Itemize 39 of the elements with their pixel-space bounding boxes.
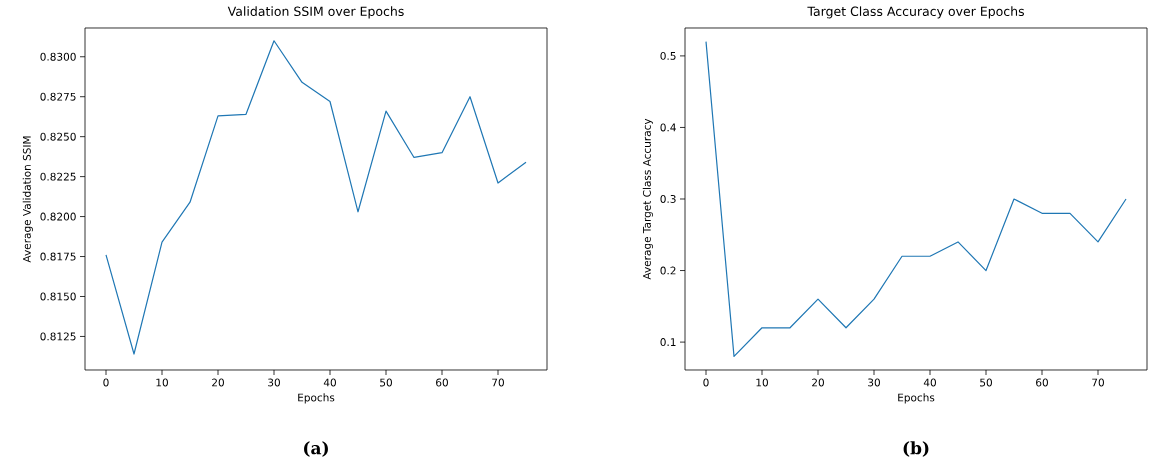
y-tick-label: 0.8125 [40,332,76,341]
text: (b) [903,441,929,457]
x-tick-label: 30 [868,378,880,387]
x-tick-label: 10 [756,378,768,387]
x-tick-label: 70 [492,378,504,387]
y-tick-label: 0.8275 [40,92,76,101]
x-tick-label: 60 [1036,378,1048,387]
line-series [105,40,527,355]
chart-title: Target Class Accuracy over Epochs [807,6,1024,19]
y-tick-label: 0.8250 [40,132,76,141]
x-axis-title: Epochs [298,393,335,404]
y-tick-label: 0.3 [660,195,676,203]
x-tick-label: 60 [436,378,448,387]
y-tick-label: 0.8200 [40,212,76,221]
x-tick-label: 30 [268,378,280,387]
x-axis-title: Epochs [898,393,935,404]
x-tick-label: 20 [212,378,224,387]
x-tick-label: 20 [812,378,824,387]
x-tick-label: 0 [103,378,109,387]
y-tick-label: 0.4 [660,123,676,132]
y-tick-label: 0.8150 [40,292,76,301]
line-series [705,40,1127,357]
x-tick-label: 40 [323,378,336,387]
y-tick-label: 0.8175 [40,252,76,261]
x-tick-label: 10 [156,378,168,387]
x-tick-label: 0 [703,378,709,387]
y-axis-title: Average Validation SSIM [22,136,33,263]
y-tick-label: 0.8300 [40,52,76,61]
y-tick-label: 0.8225 [40,172,76,181]
y-axis-title: Average Target Class Accuracy [642,118,653,280]
y-tick-label: 0.1 [660,338,676,347]
y-tick-label: 0.2 [660,266,676,275]
text: (a) [304,441,328,457]
y-tick-label: 0.5 [660,51,676,60]
x-tick-label: 70 [1092,378,1104,387]
chart-title: Validation SSIM over Epochs [227,6,404,19]
x-tick-label: 40 [923,378,936,387]
x-tick-label: 50 [380,378,392,387]
x-tick-label: 50 [980,378,992,387]
